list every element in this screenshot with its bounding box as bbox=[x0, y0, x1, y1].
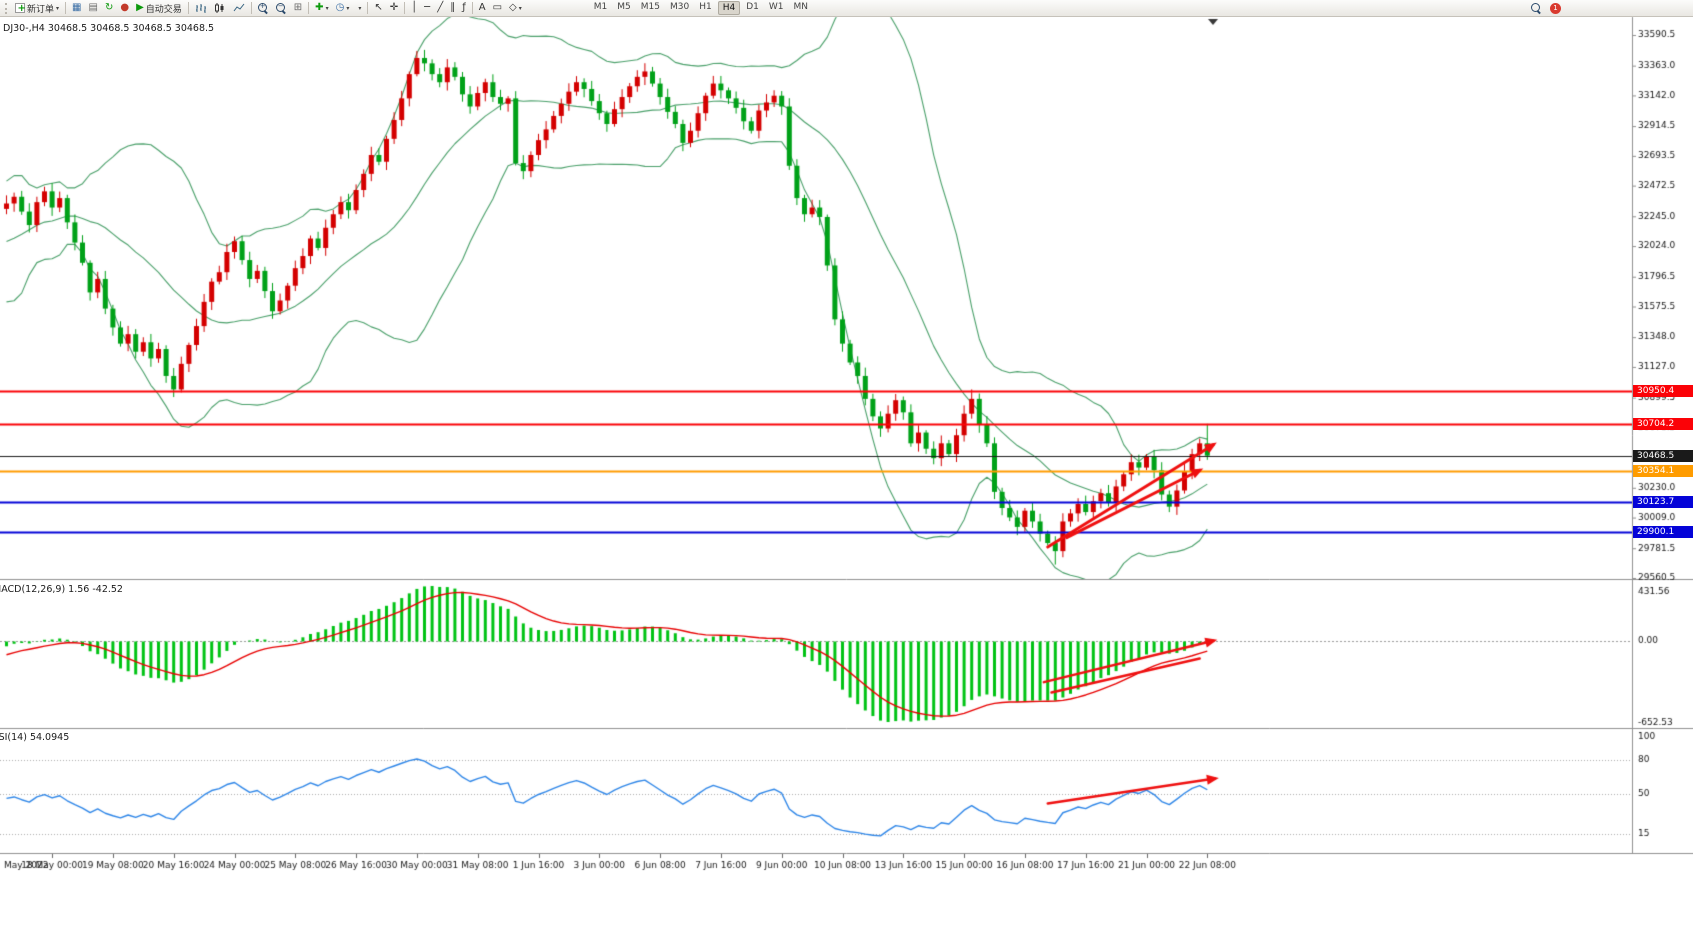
price-level-box: 29900.1 bbox=[1633, 526, 1693, 539]
text-tool-button[interactable]: A bbox=[476, 1, 489, 16]
shapes-icon: ◇ bbox=[509, 2, 517, 13]
auto-trading-label: 自动交易 bbox=[145, 4, 182, 15]
ohlc-bars-icon bbox=[195, 4, 206, 13]
cursor-icon: ↖ bbox=[374, 2, 383, 13]
profiles-button[interactable]: ▤ bbox=[85, 1, 100, 16]
separator bbox=[404, 2, 406, 14]
zoom-out-button[interactable]: − bbox=[273, 1, 290, 16]
channel-button[interactable]: ∥ bbox=[447, 1, 458, 16]
price-level-box: 30354.1 bbox=[1633, 465, 1693, 478]
timeframe-button[interactable]: H1 bbox=[699, 2, 712, 12]
chevron-down-icon: ▾ bbox=[56, 4, 60, 12]
text-label-button[interactable]: ▭ bbox=[490, 1, 505, 16]
clock-icon: ◷ bbox=[335, 2, 345, 13]
timeframe-button[interactable]: MN bbox=[793, 2, 808, 12]
new-order-icon bbox=[15, 3, 26, 14]
auto-trading-button[interactable]: ▶ 自动交易 bbox=[133, 1, 185, 16]
timeframe-button[interactable]: H4 bbox=[717, 1, 741, 15]
timeframe-button[interactable]: W1 bbox=[768, 2, 784, 12]
price-level-box: 30950.4 bbox=[1633, 384, 1693, 397]
timeframe-button[interactable]: D1 bbox=[746, 2, 759, 12]
timeframe-button[interactable]: M30 bbox=[669, 2, 690, 12]
timeframe-button[interactable]: M1 bbox=[593, 2, 608, 12]
zoom-in-button[interactable]: + bbox=[255, 1, 272, 16]
vertical-line-icon: │ bbox=[411, 2, 418, 13]
add-indicator-icon: ✚ bbox=[315, 2, 324, 13]
toolbar-grip bbox=[5, 2, 8, 14]
bid-price-box: 30468.5 bbox=[1633, 449, 1693, 462]
candlestick-chart-type-button[interactable] bbox=[211, 1, 229, 16]
separator bbox=[367, 2, 369, 14]
price-level-box: 30704.2 bbox=[1633, 417, 1693, 430]
search-button[interactable] bbox=[1528, 1, 1545, 16]
separator bbox=[471, 2, 473, 14]
crosshair-icon: ✛ bbox=[389, 2, 399, 13]
bar-chart-type-button[interactable] bbox=[192, 1, 210, 16]
chevron-down-icon: ▾ bbox=[518, 4, 522, 12]
candlestick-icon bbox=[214, 3, 224, 13]
add-indicator-button[interactable]: ✚ ▾ bbox=[312, 1, 331, 16]
cursor-button[interactable]: ↖ bbox=[371, 1, 385, 16]
text-label-icon: ▭ bbox=[492, 2, 503, 13]
shapes-button[interactable]: ◇ ▾ bbox=[506, 1, 525, 16]
line-chart-type-button[interactable] bbox=[230, 1, 248, 16]
chevron-down-icon: ▾ bbox=[358, 4, 362, 12]
price-level-box: 30123.7 bbox=[1633, 496, 1693, 509]
trendline-icon: ╱ bbox=[437, 2, 444, 13]
charts-button[interactable]: ▦ bbox=[69, 1, 84, 16]
new-order-label: 新订单 bbox=[27, 4, 55, 15]
crosshair-button[interactable]: ✛ bbox=[387, 1, 401, 16]
chevron-down-icon: ▾ bbox=[346, 4, 350, 12]
separator bbox=[250, 2, 252, 14]
chart-window-icon: ▦ bbox=[72, 2, 82, 13]
notification-badge[interactable]: 1 bbox=[1550, 2, 1561, 14]
trendline-button[interactable]: ╱ bbox=[434, 1, 446, 16]
refresh-icon: ↻ bbox=[104, 2, 114, 13]
line-chart-icon bbox=[233, 3, 245, 12]
separator bbox=[187, 2, 189, 14]
channel-icon: ∥ bbox=[450, 2, 456, 13]
search-icon bbox=[1531, 2, 1542, 14]
play-icon: ▶ bbox=[136, 2, 144, 13]
new-order-button[interactable]: 新订单 ▾ bbox=[12, 1, 62, 16]
alert-icon: ● bbox=[120, 2, 130, 13]
horizontal-line-icon: ─ bbox=[424, 2, 431, 13]
timeframe-toolbar: M1 M5 M15 M30 H1 H4 D1 W1 MN bbox=[590, 1, 812, 15]
fibonacci-icon: ƒ bbox=[462, 2, 466, 13]
symbol-ohlc-label: DJ30-,H4 30468.5 30468.5 30468.5 30468.5 bbox=[3, 23, 215, 34]
text-tool-icon: A bbox=[478, 2, 486, 13]
rsi-indicator-label: RSI(14) 54.0945 bbox=[0, 732, 70, 743]
timeframe-button[interactable]: M15 bbox=[640, 2, 660, 12]
separator bbox=[65, 2, 67, 14]
profiles-icon: ▤ bbox=[88, 2, 98, 13]
toolbar: 新订单 ▾ ▦ ▤ ↻ ● ▶ 自动交易 + − ⊞ ✚▾ ◷▾ ▾ ↖ bbox=[0, 0, 1693, 17]
zoom-out-icon: − bbox=[275, 2, 287, 14]
separator bbox=[308, 2, 310, 14]
fibonacci-button[interactable]: ƒ bbox=[459, 1, 469, 16]
chevron-down-icon: ▾ bbox=[325, 4, 329, 12]
refresh-button[interactable]: ↻ bbox=[102, 1, 116, 16]
tile-windows-button[interactable]: ⊞ bbox=[291, 1, 305, 16]
periods-button[interactable]: ◷ ▾ bbox=[333, 1, 353, 16]
tile-windows-icon: ⊞ bbox=[293, 2, 303, 13]
alerts-button[interactable]: ● bbox=[117, 1, 132, 16]
templates-button[interactable]: ▾ bbox=[353, 1, 364, 16]
horizontal-line-button[interactable]: ─ bbox=[421, 1, 433, 16]
zoom-in-icon: + bbox=[257, 2, 269, 14]
vertical-line-button[interactable]: │ bbox=[408, 1, 420, 16]
macd-indicator-label: MACD(12,26,9) 1.56 -42.52 bbox=[0, 584, 123, 595]
timeframe-button[interactable]: M5 bbox=[617, 2, 631, 12]
